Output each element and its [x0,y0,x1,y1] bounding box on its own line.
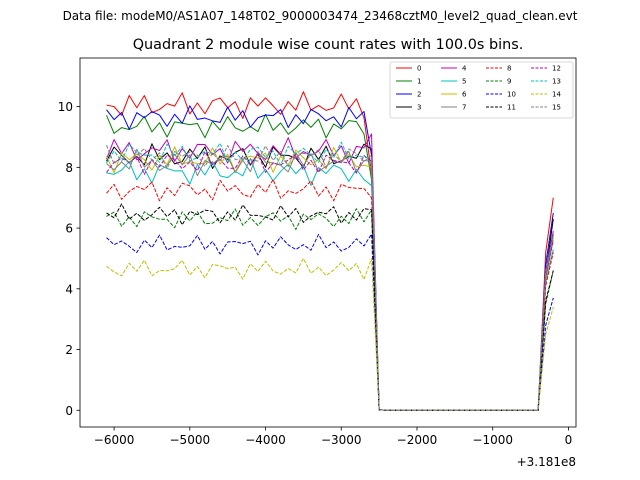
x-tick-label: 0 [565,433,573,447]
legend-label: 14 [552,91,561,99]
legend-label: 6 [462,91,467,99]
legend-label: 7 [462,104,466,112]
x-tick-label: −5000 [170,433,211,447]
legend-label: 8 [507,65,511,73]
legend-label: 9 [507,78,511,86]
legend-label: 3 [417,104,421,112]
plot-frame [79,57,577,428]
legend-label: 13 [552,78,561,86]
y-axis: 0 2 4 6 8 10 [58,100,80,418]
series-line-15 [106,144,554,411]
legend-label: 1 [417,78,421,86]
legend-label: 10 [507,91,516,99]
legend-label: 11 [507,104,516,112]
x-tick-label: −1000 [472,433,513,447]
series-layer [106,91,554,411]
plot-area [79,57,577,428]
x-offset-text: +3.181e8 [517,455,576,469]
legend-label: 2 [417,91,421,99]
x-tick-label: −6000 [94,433,135,447]
legend-label: 5 [462,78,466,86]
x-axis: −6000 −5000 −4000 −3000 −2000 −1000 0 [94,427,572,447]
y-tick-label: 10 [58,100,73,114]
y-tick-label: 2 [65,343,73,357]
chart-suptitle: Data file: modeM0/AS1A07_148T02_90000034… [63,9,578,23]
legend-label: 12 [552,65,561,73]
x-tick-label: −3000 [321,433,362,447]
chart-title: Quadrant 2 module wise count rates with … [133,37,524,53]
y-tick-label: 8 [65,161,73,175]
series-line-10 [106,233,554,411]
series-line-11 [106,203,554,411]
legend-label: 0 [417,65,421,73]
y-tick-label: 6 [65,222,73,236]
legend-label: 15 [552,104,561,112]
x-tick-label: −2000 [397,433,438,447]
y-tick-label: 0 [65,404,73,418]
y-tick-label: 4 [65,282,73,296]
x-tick-label: −4000 [245,433,286,447]
legend-frame [389,61,574,119]
legend-label: 4 [462,65,467,73]
